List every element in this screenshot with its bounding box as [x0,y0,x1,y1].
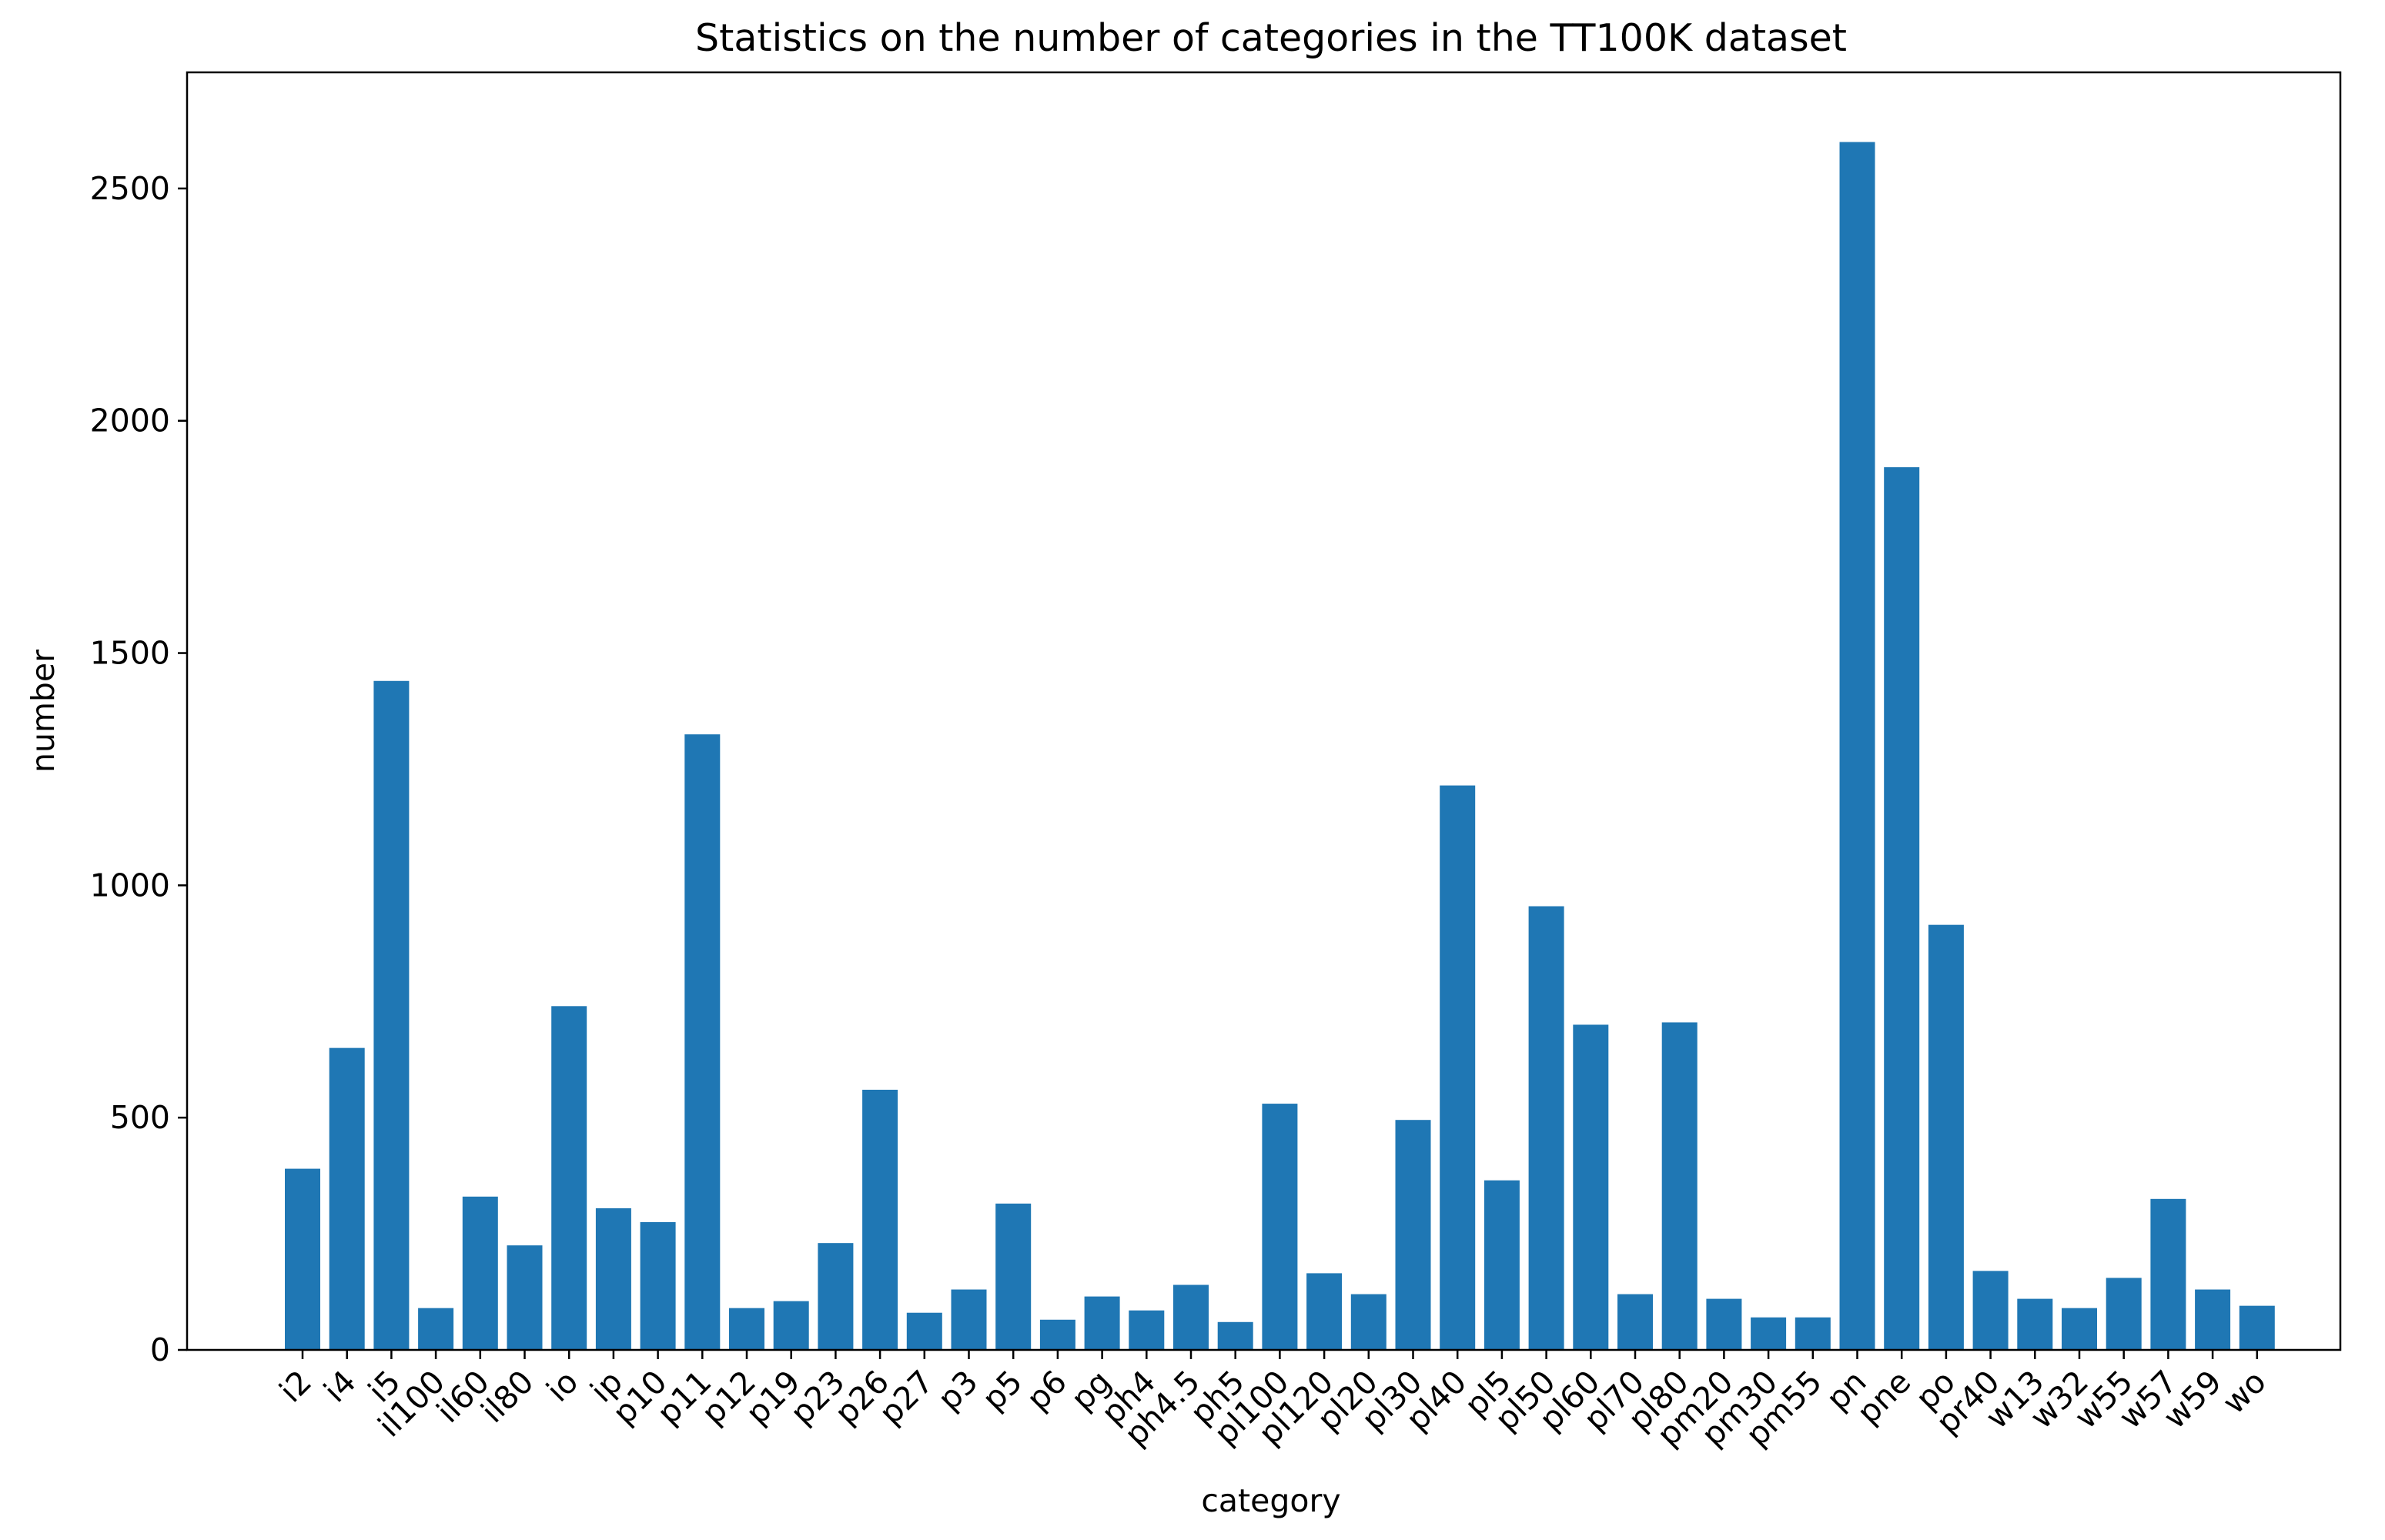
bar-pg [1084,1296,1120,1350]
bar-w13 [2017,1298,2053,1350]
bar-pl120 [1306,1273,1343,1350]
bar-pm30 [1751,1317,1787,1350]
bar-io [551,1006,587,1350]
bar-w57 [2150,1198,2186,1350]
bar-pne [1884,467,1920,1351]
y-tick-label: 2000 [90,403,170,439]
x-tick-label: i2 [273,1363,319,1409]
x-tick-label: il80 [474,1363,541,1430]
bar-p11 [684,734,721,1350]
bar-pl60 [1573,1024,1609,1350]
bar-p5 [995,1203,1032,1350]
bar-p27 [906,1312,942,1350]
bar-ph5 [1217,1321,1253,1350]
y-axis: 0 500 1000 1500 2000 2500 [90,170,187,1368]
plot-area-frame [186,71,2342,1351]
y-axis-title: number [25,650,62,773]
bars-layer [285,142,2275,1351]
bar-pl80 [1661,1022,1698,1350]
bar-pl20 [1350,1294,1387,1350]
bar-pm20 [1706,1298,1742,1350]
bar-w32 [2062,1308,2097,1350]
x-tick-label: p27 [872,1363,941,1431]
y-tick-label: 500 [110,1099,170,1136]
bar-p10 [640,1222,676,1350]
bar-po [1928,924,1964,1350]
bar-il80 [507,1245,543,1350]
y-tick-label: 2500 [90,170,170,207]
x-axis-title: category [1201,1482,1340,1519]
bar-pl30 [1395,1120,1431,1350]
bar-il100 [418,1308,454,1350]
bar-pr40 [1972,1271,2009,1350]
bar-wo [2239,1305,2275,1350]
y-tick-label: 1000 [90,867,170,904]
y-tick-label: 1500 [90,635,170,672]
bar-il60 [462,1196,498,1350]
bar-i5 [373,680,410,1350]
bar-p3 [951,1289,987,1350]
chart-title: Statistics on the number of categories i… [695,16,1847,60]
bar-pl5 [1484,1180,1520,1350]
x-tick-label: wo [2215,1363,2273,1421]
bar-pl50 [1528,906,1564,1350]
bar-ip [595,1208,631,1350]
bar-w55 [2106,1278,2142,1350]
bar-pn [1839,142,1875,1351]
bar-i2 [285,1168,320,1350]
bar-p6 [1039,1319,1075,1350]
bar-ph4-5 [1173,1284,1209,1350]
bar-pl100 [1262,1104,1298,1350]
x-tick-label: i4 [316,1363,363,1409]
bar-ph4 [1129,1310,1165,1350]
bar-pl70 [1617,1294,1653,1350]
x-tick-label: io [540,1363,586,1409]
bar-p23 [818,1243,854,1350]
bar-pm55 [1795,1317,1831,1350]
bar-w59 [2195,1289,2231,1350]
bar-i4 [329,1047,365,1350]
bar-pl40 [1440,785,1476,1350]
x-axis: i2i4i5il100il60il80ioipp10p11p12p19p23p2… [273,1350,2273,1454]
bar-p12 [729,1308,764,1350]
y-tick-label: 0 [150,1331,170,1368]
bar-p19 [773,1301,809,1350]
x-tick-label: pne [1850,1363,1918,1431]
bar-p26 [862,1089,898,1350]
